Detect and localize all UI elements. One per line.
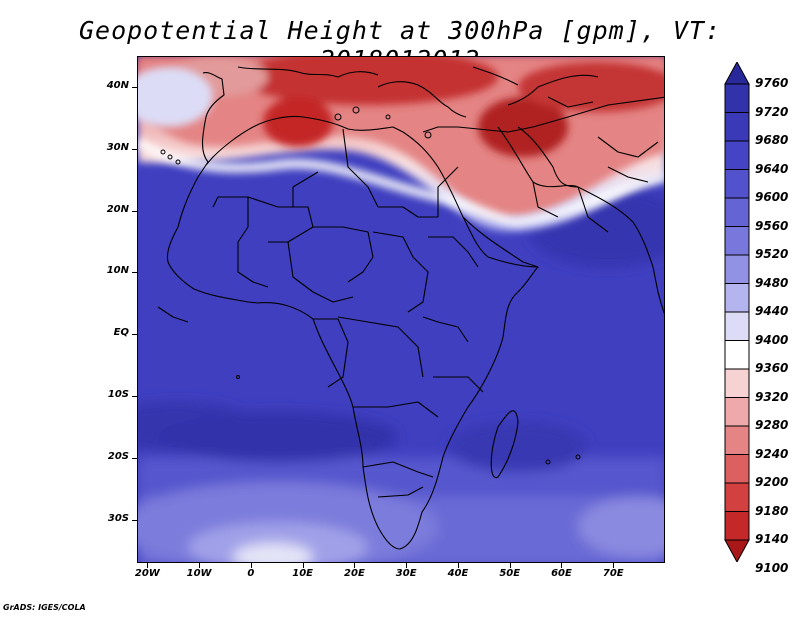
colorbar-level-label: 9600: [755, 190, 789, 204]
lon-tick-label: 30E: [395, 568, 417, 579]
colorbar-level-label: 9760: [755, 76, 789, 90]
lon-tick-label: 10E: [292, 568, 314, 579]
colorbar-segment: [724, 140, 750, 170]
colorbar-level-label: 9200: [755, 475, 789, 489]
colorbar-segment: [724, 226, 750, 256]
lon-tick-label: 50E: [499, 568, 521, 579]
colorbar-segment: [724, 397, 750, 427]
colorbar-level-label: 9560: [755, 218, 789, 233]
lon-tick-mark: [199, 563, 201, 568]
colorbar-segment: [724, 511, 750, 541]
colorbar-segment: [724, 482, 750, 512]
colorbar-level-label: 9100: [755, 560, 789, 575]
lat-tick-mark: [132, 334, 137, 336]
islands: [160, 106, 581, 465]
lon-tick-mark: [509, 563, 511, 568]
colorbar-level-label: 9320: [755, 389, 789, 404]
colorbar-segment: [724, 112, 750, 142]
colorbar-segment: [724, 311, 750, 341]
lon-tick-label: 40E: [447, 568, 469, 579]
lon-tick-label: 70E: [602, 568, 624, 579]
colorbar-level-label: 9240: [755, 446, 789, 461]
lon-tick-mark: [354, 563, 356, 568]
lat-tick-mark: [132, 519, 137, 521]
colorbar-upper-arrow: [724, 62, 750, 85]
southern-bands: [138, 187, 664, 562]
colorbar-segment: [724, 340, 750, 370]
colorbar-segment: [724, 197, 750, 227]
colorbar-level-label: 9140: [755, 532, 789, 546]
colorbar-level-label: 9720: [755, 104, 789, 119]
lon-tick-mark: [147, 563, 149, 568]
colorbar-segment: [724, 368, 750, 398]
lon-tick-label: 60E: [551, 568, 572, 579]
lat-tick-mark: [132, 148, 137, 150]
lon-tick-label: 20W: [134, 568, 160, 579]
lon-tick-label: 10W: [186, 568, 212, 579]
colorbar-lower-arrow: [724, 539, 750, 562]
lat-tick-mark: [132, 457, 137, 459]
colorbar-level-label: 9180: [755, 503, 789, 518]
colorbar-segment: [724, 283, 750, 313]
coastlines-and-borders: [157, 66, 664, 550]
colorbar-level-label: 9280: [755, 418, 789, 432]
map-plot-area: [137, 56, 665, 563]
lon-tick-mark: [457, 563, 459, 568]
colorbar: [724, 62, 750, 562]
colorbar-segment: [724, 254, 750, 284]
lat-tick-label: 20N: [106, 203, 129, 215]
lon-tick-mark: [406, 563, 408, 568]
colorbar-segment: [724, 83, 750, 113]
colorbar-level-label: 9640: [755, 161, 789, 176]
colorbar-segment: [724, 454, 750, 484]
colorbar-level-label: 9360: [755, 361, 789, 375]
geopotential-field: [138, 57, 664, 562]
lon-tick-label: 0: [247, 568, 255, 579]
lon-tick-mark: [302, 563, 304, 568]
lat-tick-label: 10N: [106, 265, 129, 277]
lat-tick-label: 30S: [107, 512, 129, 524]
colorbar-segment: [724, 425, 750, 455]
colorbar-level-label: 9680: [755, 133, 789, 147]
lat-tick-mark: [132, 86, 137, 88]
colorbar-level-label: 9520: [755, 247, 789, 261]
lat-tick-label: 20S: [107, 450, 129, 462]
lat-tick-mark: [132, 272, 137, 274]
lat-tick-label: 10S: [107, 389, 129, 401]
lat-tick-label: 30N: [106, 141, 129, 153]
colorbar-level-label: 9480: [755, 275, 789, 290]
lon-tick-mark: [561, 563, 563, 568]
lon-tick-mark: [613, 563, 615, 568]
lat-tick-mark: [132, 210, 137, 212]
lat-tick-label: 40N: [106, 79, 129, 91]
lon-tick-label: 20E: [344, 568, 365, 579]
colorbar-level-label: 9440: [755, 304, 789, 318]
colorbar-level-label: 9400: [755, 332, 789, 347]
lat-tick-mark: [132, 396, 137, 398]
credit-text: GrADS: IGES/COLA: [3, 603, 86, 612]
lat-tick-label: EQ: [113, 327, 129, 339]
lon-tick-mark: [250, 563, 252, 568]
colorbar-segment: [724, 169, 750, 199]
